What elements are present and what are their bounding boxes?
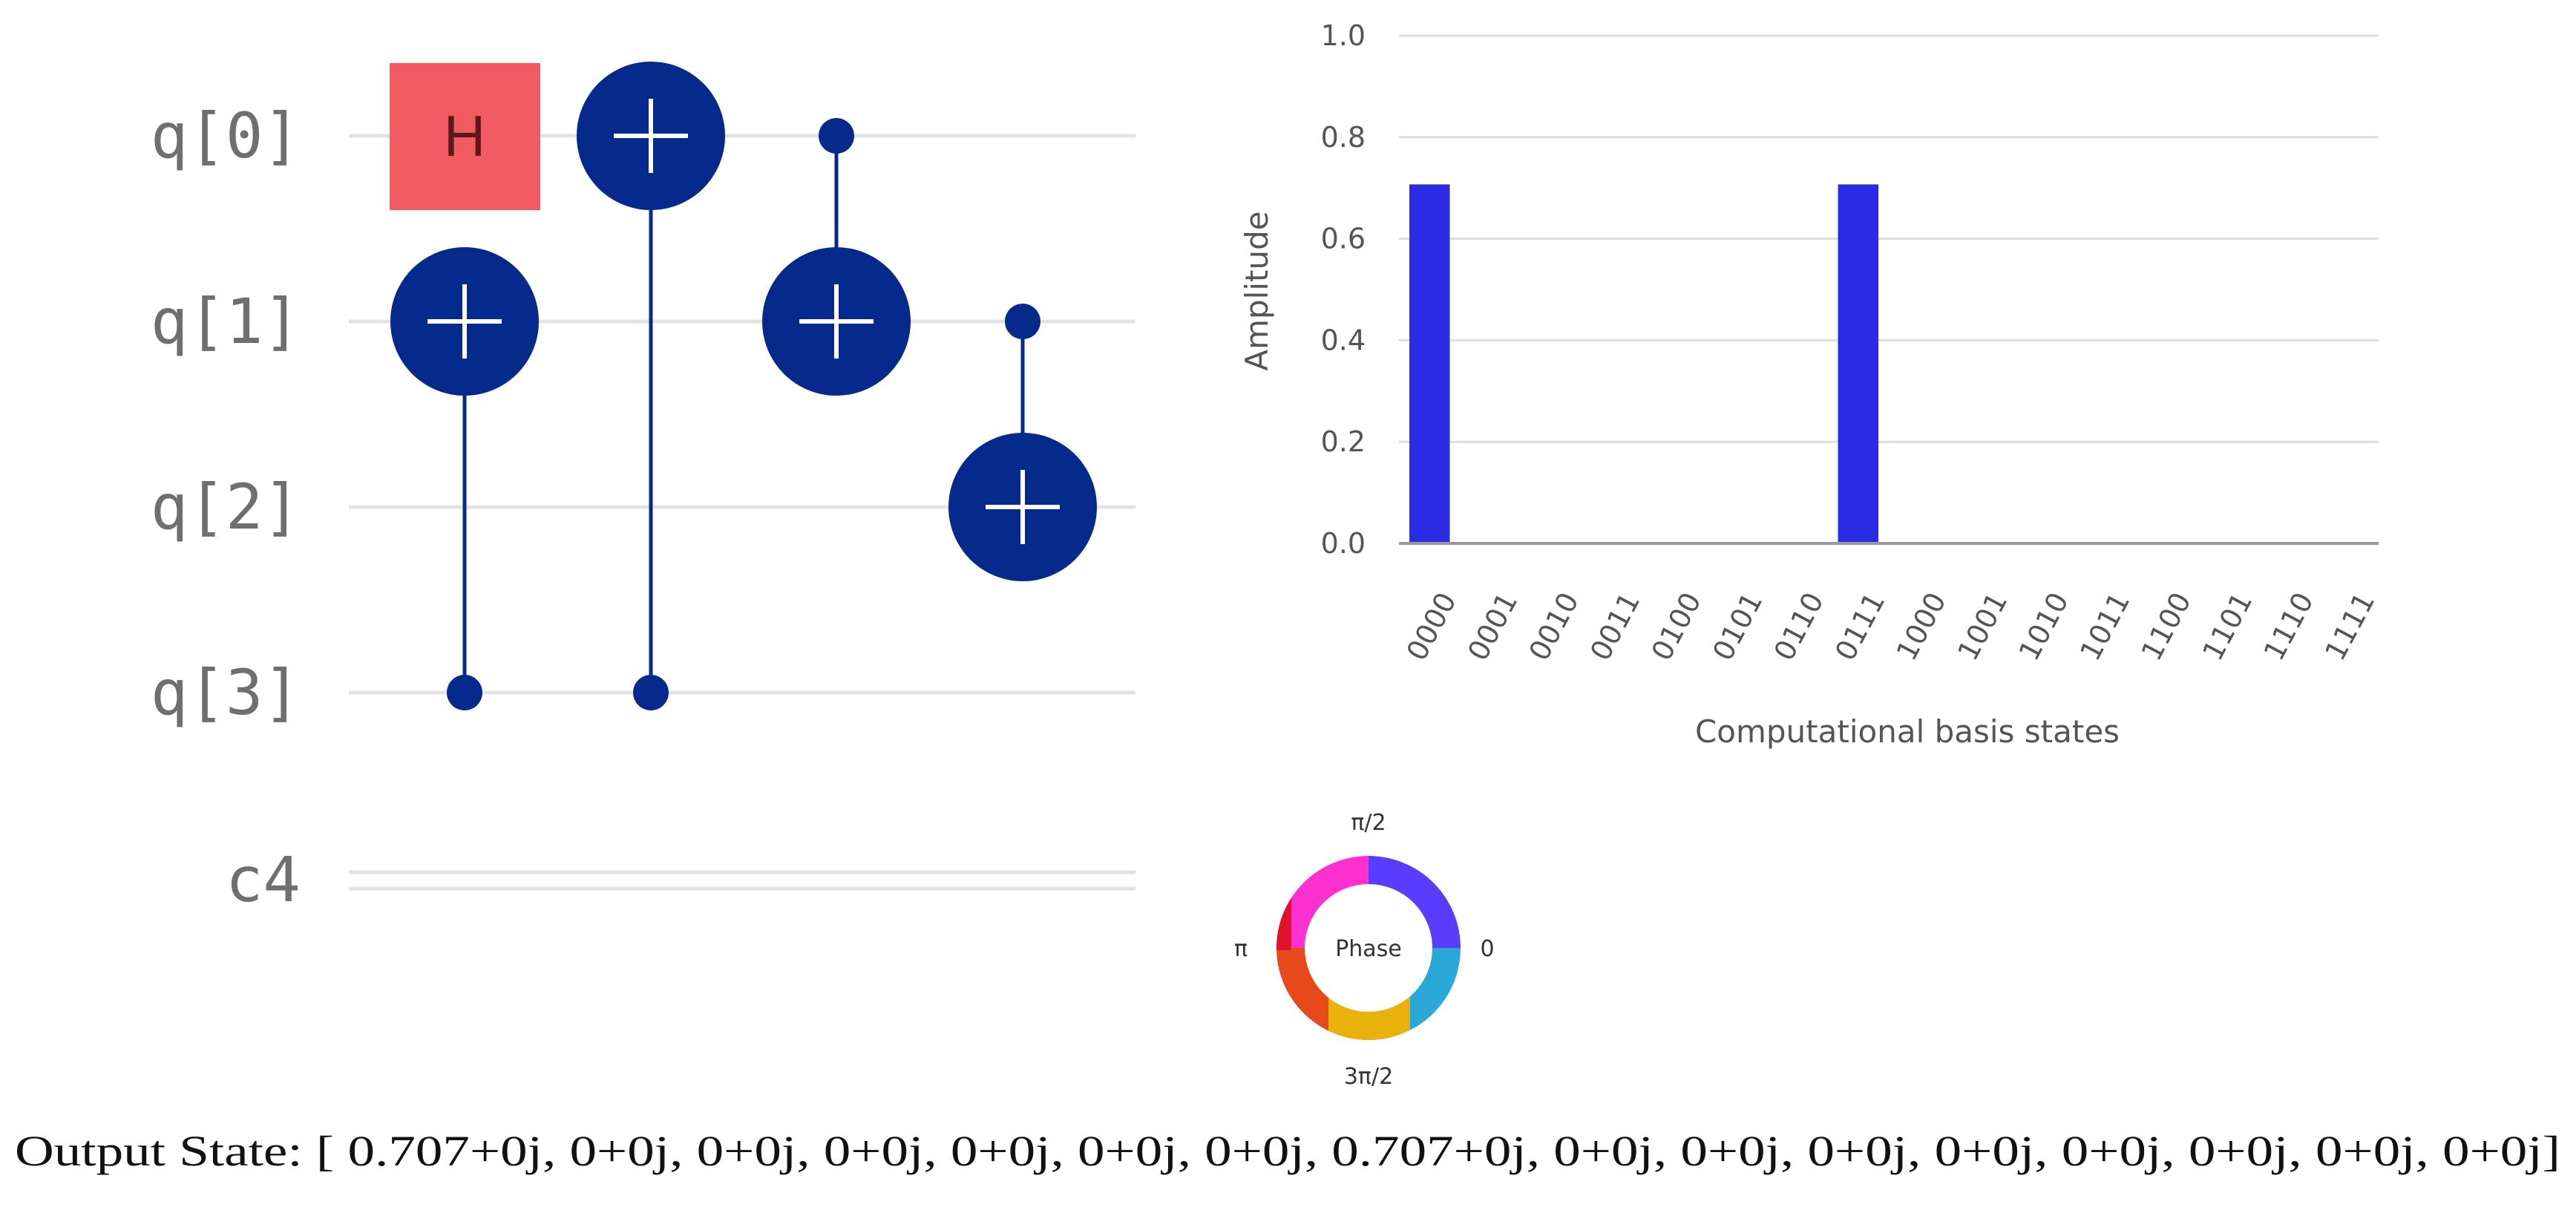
quantum-circuit: q[0] q[1] q[2] q[3] c4 H	[151, 62, 1135, 916]
amplitude-chart: 0.00.20.40.60.81.00000000100100011010001…	[1239, 19, 2381, 750]
y-tick-label: 0.4	[1321, 324, 1366, 356]
output-state-text: Output State: [ 0.707+0j, 0+0j, 0+0j, 0+…	[15, 1127, 2560, 1175]
phase-bottom-label: 3π/2	[1344, 1064, 1393, 1090]
bar-0000	[1409, 184, 1450, 544]
x-tick-label: 0100	[1645, 587, 1708, 666]
y-tick-label: 1.0	[1321, 19, 1366, 52]
x-tick-label: 1000	[1890, 587, 1953, 666]
label-q2: q[2]	[151, 471, 301, 543]
h-gate[interactable]: H	[390, 63, 540, 210]
phase-center-label: Phase	[1335, 936, 1402, 962]
bar-0111	[1838, 184, 1878, 544]
control-dot	[819, 118, 854, 154]
x-axis-title: Computational basis states	[1695, 713, 2120, 750]
label-q1: q[1]	[151, 285, 301, 358]
x-tick-label: 1111	[2318, 587, 2381, 666]
control-dot	[633, 675, 669, 710]
x-tick-label: 1001	[1951, 587, 2013, 666]
y-tick-label: 0.0	[1321, 527, 1366, 560]
cnot-gate-q3-q0[interactable]	[577, 62, 725, 710]
y-tick-label: 0.2	[1321, 425, 1366, 458]
x-tick-label: 0001	[1461, 587, 1524, 666]
x-tick-label: 0110	[1768, 587, 1830, 666]
x-tick-label: 0010	[1523, 587, 1585, 666]
x-tick-label: 1011	[2074, 587, 2136, 666]
label-q0: q[0]	[151, 99, 301, 172]
x-tick-label: 1110	[2258, 587, 2320, 666]
control-dot	[447, 675, 482, 710]
label-q3: q[3]	[151, 656, 301, 729]
cnot-gate-q3-q1[interactable]	[390, 247, 539, 710]
x-tick-label: 0000	[1400, 587, 1463, 666]
label-c4: c4	[226, 843, 301, 916]
phase-right-label: 0	[1480, 936, 1494, 962]
control-dot	[1005, 304, 1040, 339]
x-tick-label: 0101	[1706, 587, 1769, 666]
phase-wheel: Phase π/2 π 0 3π/2	[1234, 810, 1495, 1090]
y-tick-label: 0.8	[1321, 121, 1366, 154]
phase-left-label: π	[1234, 936, 1248, 962]
x-tick-label: 1010	[2013, 587, 2075, 666]
cnot-gate-q1-q2[interactable]	[948, 304, 1097, 581]
y-axis-title: Amplitude	[1239, 211, 1275, 370]
x-tick-label: 1101	[2196, 587, 2258, 666]
x-tick-label: 0011	[1584, 587, 1646, 666]
h-gate-label: H	[444, 103, 485, 169]
cnot-gate-q0-q1[interactable]	[762, 118, 911, 396]
x-tick-label: 0111	[1829, 587, 1891, 666]
phase-top-label: π/2	[1351, 810, 1386, 836]
y-tick-label: 0.6	[1321, 223, 1366, 255]
x-tick-label: 1100	[2135, 587, 2198, 666]
